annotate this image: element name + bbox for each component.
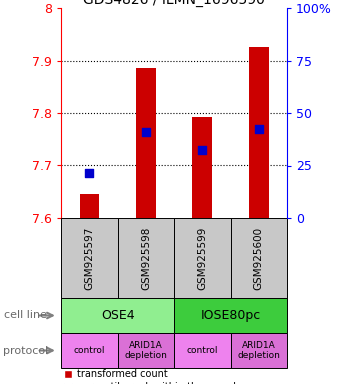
- Text: cell line: cell line: [4, 311, 47, 321]
- Text: ARID1A
depletion: ARID1A depletion: [237, 341, 280, 360]
- Point: [143, 129, 149, 136]
- Bar: [61, 298, 174, 333]
- Text: ARID1A
depletion: ARID1A depletion: [125, 341, 167, 360]
- Bar: [61, 333, 118, 368]
- Bar: [231, 218, 287, 298]
- Text: control: control: [74, 346, 105, 355]
- Bar: [61, 218, 118, 298]
- Point: [87, 170, 92, 176]
- Text: protocol: protocol: [4, 346, 49, 356]
- Bar: [249, 47, 269, 218]
- Text: OSE4: OSE4: [101, 309, 134, 322]
- Text: GSM925600: GSM925600: [254, 227, 264, 290]
- Text: GSM925599: GSM925599: [197, 226, 207, 290]
- Text: control: control: [187, 346, 218, 355]
- Legend: transformed count, percentile rank within the sample: transformed count, percentile rank withi…: [59, 365, 245, 384]
- Text: IOSE80pc: IOSE80pc: [201, 309, 261, 322]
- Bar: [231, 333, 287, 368]
- Bar: [79, 194, 99, 218]
- Bar: [193, 117, 212, 218]
- Point: [199, 147, 205, 153]
- Text: GSM925597: GSM925597: [84, 226, 94, 290]
- Bar: [174, 333, 231, 368]
- Bar: [174, 218, 231, 298]
- Point: [256, 126, 261, 132]
- Bar: [118, 333, 174, 368]
- Bar: [118, 218, 174, 298]
- Title: GDS4826 / ILMN_1696590: GDS4826 / ILMN_1696590: [83, 0, 265, 7]
- Text: GSM925598: GSM925598: [141, 226, 151, 290]
- Bar: [174, 298, 287, 333]
- Bar: [136, 68, 156, 218]
